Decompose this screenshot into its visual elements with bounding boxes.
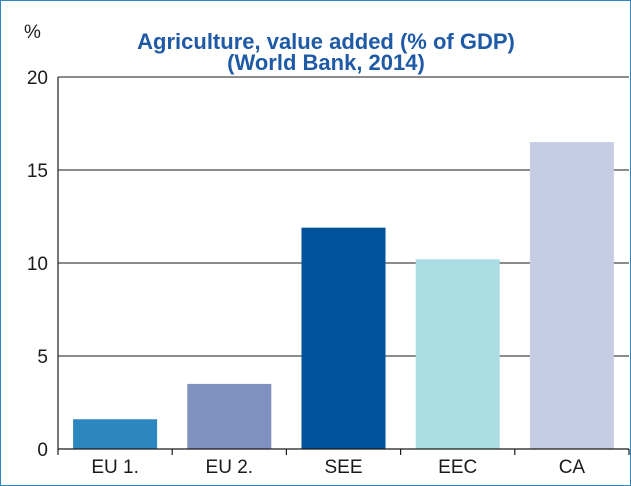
bar [415, 259, 500, 449]
y-unit-label: % [24, 22, 41, 43]
y-tick-label: 10 [27, 254, 48, 275]
bars [73, 142, 614, 449]
bar [529, 142, 614, 449]
axes [57, 77, 629, 450]
x-category-labels: EU 1. EU 2. SEE EEC CA [91, 457, 585, 478]
chart-subtitle: (World Bank, 2014) [227, 50, 425, 75]
bar [301, 227, 386, 449]
x-tick-label: EU 2. [206, 457, 254, 478]
chart-title: Agriculture, value added (% of GDP) [137, 29, 515, 54]
bar [73, 419, 158, 449]
y-tick-label: 5 [37, 347, 48, 368]
bar [187, 383, 272, 449]
x-tick-label: CA [559, 457, 586, 478]
x-tick-marks [57, 449, 630, 455]
y-tick-label: 15 [27, 161, 48, 182]
y-tick-labels: 0 5 10 15 20 [27, 68, 48, 461]
x-tick-label: EEC [438, 457, 477, 478]
y-tick-label: 0 [37, 440, 48, 461]
x-tick-label: SEE [324, 457, 362, 478]
x-tick-label: EU 1. [91, 457, 139, 478]
y-tick-label: 20 [27, 68, 48, 89]
